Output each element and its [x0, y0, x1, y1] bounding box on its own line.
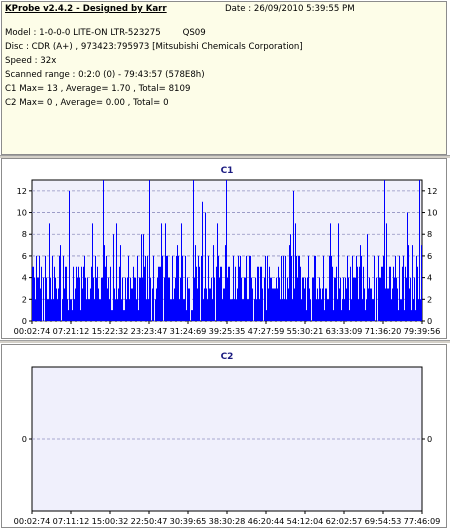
x-tick-label: 54:12:04 — [287, 516, 324, 526]
x-tick-label: 79:39:56 — [404, 326, 441, 336]
y-tick-label: 0 — [22, 434, 27, 444]
y-tick-label: 2 — [22, 294, 27, 304]
x-tick-label: 00:02:74 — [14, 326, 51, 336]
info-panel: KProbe v2.4.2 - Designed by Karr Date : … — [1, 1, 447, 155]
x-tick-label: 23:23:47 — [131, 326, 168, 336]
x-tick-label: 15:00:32 — [92, 516, 129, 526]
x-tick-label: 07:11:12 — [53, 516, 90, 526]
y-tick-label: 12 — [17, 186, 27, 196]
y-tick-label-right: 6 — [427, 251, 432, 261]
y-tick-label: 4 — [22, 273, 27, 283]
x-tick-label: 55:30:21 — [287, 326, 324, 336]
splitter-bottom[interactable] — [0, 340, 450, 343]
y-tick-label: 6 — [22, 251, 27, 261]
y-tick-label: 0 — [22, 316, 27, 326]
x-tick-label: 77:46:09 — [404, 516, 441, 526]
c1-chart: C1 0 0 2 2 4 4 6 6 8 8 10 10 12 12 00:02:74 07:21:12 15:2… — [14, 166, 441, 336]
c2-chart: C2 0 0 00:02:74 07:11:12 15:00:32 22:50:47 30:3… — [14, 352, 441, 526]
c1-chart-panel: C1 0 0 2 2 4 4 6 6 8 8 10 10 12 12 00:02:74 07:21:12 15:2… — [1, 158, 447, 339]
c2-summary: C2 Max= 0 , Average= 0.00 , Total= 0 — [5, 98, 169, 108]
drive-model: Model : 1-0-0-0 LITE-ON LTR-523275 QS09 — [5, 28, 206, 38]
x-tick-label: 38:30:28 — [209, 516, 246, 526]
y-tick-label-right: 8 — [427, 229, 432, 239]
x-tick-label: 07:21:12 — [53, 326, 90, 336]
x-tick-label: 00:02:74 — [14, 516, 51, 526]
chart-title: C1 — [221, 166, 234, 176]
chart-title: C2 — [221, 352, 234, 362]
c2-chart-panel: C2 0 0 00:02:74 07:11:12 15:00:32 22:50:47 30:3… — [1, 344, 447, 528]
app-title: KProbe v2.4.2 - Designed by Karr — [5, 4, 167, 14]
x-tick-label: 39:25:35 — [209, 326, 246, 336]
x-tick-label: 69:54:53 — [365, 516, 402, 526]
x-tick-label: 62:02:57 — [326, 516, 363, 526]
x-tick-label: 31:24:69 — [170, 326, 207, 336]
x-tick-label: 47:27:59 — [248, 326, 285, 336]
y-tick-label: 8 — [22, 229, 27, 239]
x-tick-label: 71:36:20 — [365, 326, 402, 336]
disc-info: Disc : CDR (A+) , 973423:795973 [Mitsubi… — [5, 42, 303, 52]
scan-speed: Speed : 32x — [5, 56, 57, 66]
y-tick-label-right: 0 — [427, 434, 432, 444]
scan-date: Date : 26/09/2010 5:39:55 PM — [225, 4, 355, 14]
x-tick-label: 15:22:32 — [92, 326, 129, 336]
y-tick-label-right: 0 — [427, 316, 432, 326]
scanned-range: Scanned range : 0:2:0 (0) - 79:43:57 (57… — [5, 70, 205, 80]
c1-summary: C1 Max= 13 , Average= 1.70 , Total= 8109 — [5, 84, 191, 94]
splitter-top[interactable] — [0, 155, 450, 158]
y-tick-label-right: 10 — [427, 208, 437, 218]
y-tick-label-right: 12 — [427, 186, 437, 196]
x-tick-label: 46:20:44 — [248, 516, 285, 526]
y-tick-label-right: 2 — [427, 294, 432, 304]
x-tick-label: 30:39:65 — [170, 516, 207, 526]
x-tick-label: 63:33:09 — [326, 326, 363, 336]
y-tick-label-right: 4 — [427, 273, 432, 283]
x-tick-label: 22:50:47 — [131, 516, 168, 526]
y-tick-label: 10 — [17, 208, 27, 218]
